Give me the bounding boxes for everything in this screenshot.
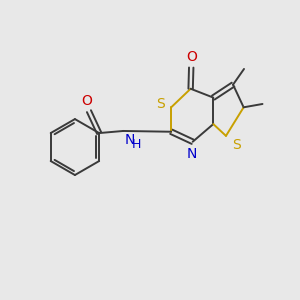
Text: O: O	[186, 50, 197, 64]
Text: S: S	[156, 98, 165, 111]
Text: N: N	[187, 147, 197, 161]
Text: N: N	[125, 133, 135, 147]
Text: H: H	[132, 138, 141, 151]
Text: S: S	[232, 138, 241, 152]
Text: O: O	[81, 94, 92, 108]
